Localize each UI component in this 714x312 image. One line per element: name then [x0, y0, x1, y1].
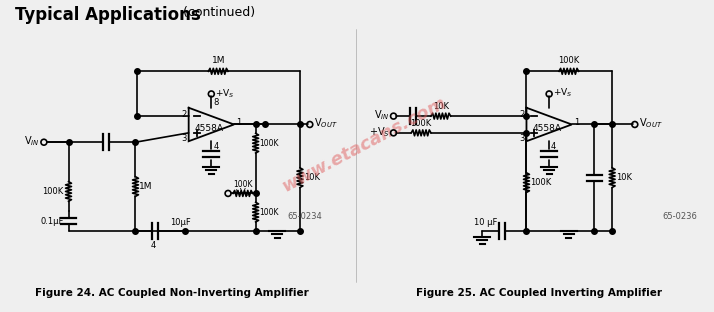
Text: (continued): (continued) — [178, 6, 255, 19]
Text: 4558A: 4558A — [533, 124, 562, 133]
Text: +V$_S$: +V$_S$ — [215, 88, 235, 100]
Text: 10μF: 10μF — [170, 218, 191, 227]
Text: 65-0234: 65-0234 — [288, 212, 323, 221]
Text: 4: 4 — [551, 142, 556, 151]
Text: V$_{IN}$: V$_{IN}$ — [24, 134, 40, 148]
Text: 100K: 100K — [260, 208, 279, 217]
Text: +V$_S$: +V$_S$ — [232, 186, 251, 199]
Text: 3: 3 — [519, 134, 525, 143]
Text: Figure 24. AC Coupled Non-Inverting Amplifier: Figure 24. AC Coupled Non-Inverting Ampl… — [35, 288, 308, 298]
Text: +V$_S$: +V$_S$ — [553, 87, 573, 99]
Text: 100K: 100K — [260, 139, 279, 148]
Text: 10K: 10K — [304, 173, 320, 182]
Text: 2: 2 — [519, 110, 525, 119]
Text: 100K: 100K — [42, 187, 64, 196]
Text: 8: 8 — [213, 98, 218, 107]
Text: 100K: 100K — [558, 56, 580, 66]
Text: 4: 4 — [151, 241, 156, 250]
Text: V$_{OUT}$: V$_{OUT}$ — [313, 117, 338, 130]
Text: 10 μF: 10 μF — [473, 218, 497, 227]
Text: 10K: 10K — [433, 102, 449, 111]
Text: +V$_S$: +V$_S$ — [368, 125, 390, 139]
Text: 10K: 10K — [616, 173, 632, 182]
Text: 4: 4 — [213, 142, 218, 151]
Text: 100K: 100K — [233, 179, 253, 188]
Text: 65-0236: 65-0236 — [662, 212, 697, 221]
Text: V$_{OUT}$: V$_{OUT}$ — [639, 117, 663, 130]
Text: 2: 2 — [181, 110, 186, 119]
Text: 1: 1 — [574, 118, 579, 127]
Text: 4558A: 4558A — [195, 124, 224, 133]
Text: V$_{IN}$: V$_{IN}$ — [374, 108, 390, 122]
Text: 100K: 100K — [411, 119, 432, 128]
Text: 1M: 1M — [139, 182, 153, 191]
Text: Typical Applications: Typical Applications — [15, 6, 201, 24]
Text: 100K: 100K — [531, 178, 552, 187]
Text: 3: 3 — [181, 134, 186, 143]
Text: Figure 25. AC Coupled Inverting Amplifier: Figure 25. AC Coupled Inverting Amplifie… — [416, 288, 663, 298]
Text: 0.1μF: 0.1μF — [40, 217, 64, 226]
Text: www.etacans.com: www.etacans.com — [278, 93, 449, 195]
Text: 1M: 1M — [211, 56, 225, 66]
Text: 1: 1 — [236, 118, 241, 127]
